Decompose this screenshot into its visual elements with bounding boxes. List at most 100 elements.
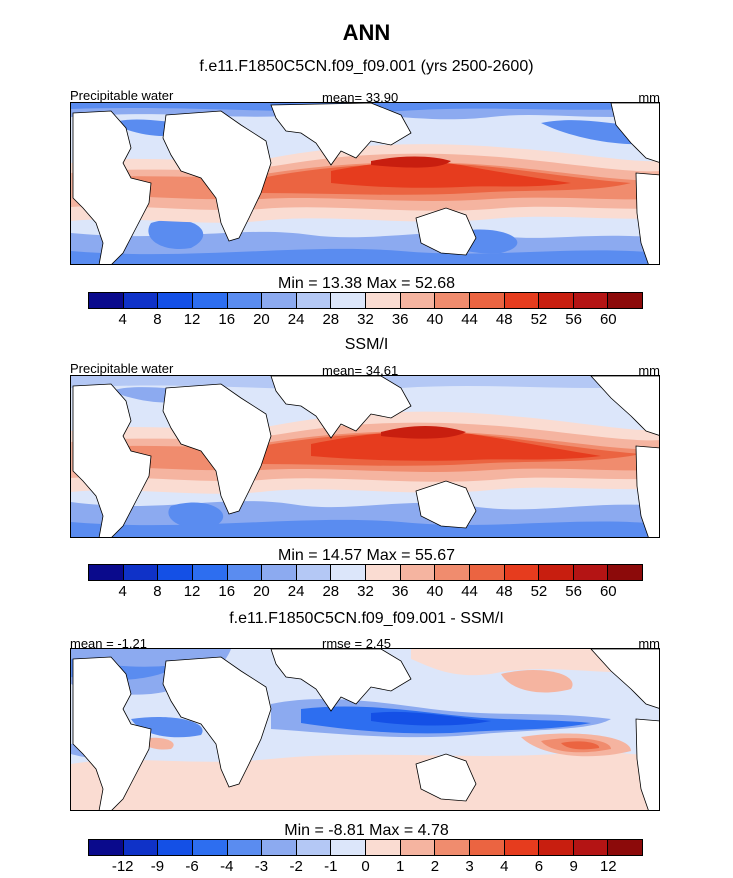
panel-2-colorbar-tick-label: 24	[287, 583, 305, 600]
panel-2-colorbar-swatch	[504, 565, 540, 580]
panel-3-colorbar-swatch	[262, 840, 297, 855]
panel-2-colorbar-tick-label: 8	[153, 583, 162, 600]
panel-3-mean-label: mean = -1.21	[70, 636, 147, 651]
panel-3-colorbar-swatch	[400, 840, 436, 855]
panel-1-stats: Min = 13.38 Max = 52.68	[278, 275, 455, 292]
panel-3-map	[70, 648, 660, 811]
panel-1-colorbar-tick-label: 8	[153, 311, 162, 328]
panel-1-colorbar-tick-label: 20	[253, 311, 270, 328]
panel-2-colorbar-swatch	[435, 565, 470, 580]
panel-3-colorbar-swatch	[296, 840, 332, 855]
panel-1-colorbar	[88, 292, 643, 309]
panel-3-map-svg	[71, 649, 659, 810]
panel-2-colorbar-tick-label: 4	[118, 583, 127, 600]
panel-3-colorbar-tick-label: -3	[254, 858, 269, 875]
panel-1-colorbar-swatch	[227, 293, 263, 308]
panel-1-colorbar-tick-label: 48	[495, 311, 513, 328]
panel-2-colorbar-swatch	[262, 565, 297, 580]
panel-1-colorbar-swatch	[366, 293, 401, 308]
panel-1-variable-label: Precipitable water	[70, 88, 174, 103]
panel-1-colorbar-swatch	[608, 293, 642, 308]
panel-2-stats: Min = 14.57 Max = 55.67	[278, 547, 455, 564]
panel-3-colorbar-ticks: -12 -9 -6 -4 -3 -2 -1 0 1 2 3 4 6 9 12	[88, 858, 643, 876]
panel-2-header: SSM/I	[344, 336, 389, 353]
figure-title: ANN	[342, 20, 391, 45]
panel-2-map-svg	[71, 376, 659, 537]
panel-1-colorbar-tick-label: 60	[599, 311, 617, 328]
panel-3-colorbar-swatch	[469, 840, 505, 855]
panel-1-mean-label: mean= 33.90	[322, 90, 399, 105]
panel-2-colorbar-tick-label: 20	[253, 583, 270, 600]
panel-1-colorbar-swatch	[435, 293, 470, 308]
panel-3-colorbar-tick-label: 3	[465, 858, 474, 875]
panel-3-colorbar-tick-label: -2	[289, 858, 303, 875]
panel-1-header: f.e11.F1850C5CN.f09_f09.001 (yrs 2500-26…	[199, 58, 534, 75]
panel-3-colorbar-tick-label: 2	[430, 858, 440, 875]
panel-2-colorbar-ticks: 4 8 12 16 20 24 28 32 36 40 44 48 52 56 60	[88, 583, 643, 601]
panel-1-colorbar-tick-label: 32	[357, 311, 374, 328]
panel-2-units: mm	[638, 363, 660, 378]
panel-3-colorbar-tick-label: 9	[569, 858, 578, 875]
panel-2-colorbar-tick-label: 56	[565, 583, 582, 600]
panel-3-header: f.e11.F1850C5CN.f09_f09.001 - SSM/I	[229, 610, 504, 627]
panel-1-colorbar-tick-label: 4	[118, 311, 127, 328]
panel-2-variable-label: Precipitable water	[70, 361, 174, 376]
panel-3-colorbar-swatch	[192, 840, 228, 855]
panel-2-colorbar-swatch	[608, 565, 642, 580]
panel-3-colorbar-swatch	[504, 840, 540, 855]
panel-2-map	[70, 375, 660, 538]
panel-2-colorbar-swatch	[400, 565, 436, 580]
panel-2-mean-label: mean= 34.61	[322, 363, 399, 378]
panel-1-colorbar-tick-label: 40	[426, 311, 444, 328]
panel-2-colorbar-tick-label: 44	[461, 583, 478, 600]
panel-2-colorbar-swatch	[331, 565, 366, 580]
panel-1-colorbar-tick-label: 24	[287, 311, 305, 328]
panel-1-colorbar-swatch	[331, 293, 366, 308]
panel-3-colorbar-tick-label: 1	[396, 858, 405, 875]
panel-2-colorbar-tick-label: 48	[495, 583, 513, 600]
panel-2-colorbar-swatch	[539, 565, 574, 580]
panel-3-colorbar-swatch	[539, 840, 574, 855]
panel-2-colorbar-swatch	[366, 565, 401, 580]
panel-1-colorbar-swatch	[89, 293, 124, 308]
panel-1-colorbar-swatch	[573, 293, 609, 308]
panel-3-colorbar-tick-label: -9	[150, 858, 165, 875]
panel-3-colorbar	[88, 839, 643, 856]
panel-3-colorbar-swatch	[608, 840, 642, 855]
panel-2-colorbar-tick-label: 60	[599, 583, 617, 600]
panel-1-colorbar-swatch	[469, 293, 505, 308]
panel-1-colorbar-tick-label: 52	[530, 311, 548, 328]
panel-3-colorbar-tick-label: 12	[599, 858, 617, 875]
panel-2-colorbar-tick-label: 16	[218, 583, 236, 600]
panel-2-colorbar-swatch	[296, 565, 332, 580]
panel-2-colorbar-swatch	[192, 565, 228, 580]
panel-3-colorbar-swatch	[366, 840, 401, 855]
panel-3-colorbar-tick-label: -12	[111, 858, 134, 875]
panel-2-colorbar-swatch	[227, 565, 263, 580]
panel-2-colorbar-tick-label: 36	[391, 583, 409, 600]
panel-2-colorbar-tick-label: 52	[530, 583, 548, 600]
panel-1-map	[70, 102, 660, 265]
panel-1-colorbar-swatch	[123, 293, 159, 308]
panel-3-colorbar-swatch	[331, 840, 366, 855]
panel-3-colorbar-tick-label: -1	[324, 858, 338, 875]
panel-2-colorbar-swatch	[469, 565, 505, 580]
panel-2-colorbar-swatch	[123, 565, 159, 580]
panel-2-colorbar-swatch	[573, 565, 609, 580]
panel-1-map-svg	[71, 103, 659, 264]
panel-2-colorbar-tick-label: 40	[426, 583, 444, 600]
panel-1-colorbar-tick-label: 28	[322, 311, 340, 328]
panel-1-colorbar-swatch	[262, 293, 297, 308]
panel-3-colorbar-tick-label: 0	[361, 858, 370, 875]
panel-1-colorbar-swatch	[296, 293, 332, 308]
panel-3-colorbar-tick-label: -6	[185, 858, 199, 875]
panel-1-colorbar-tick-label: 16	[218, 311, 236, 328]
panel-3-stats: Min = -8.81 Max = 4.78	[284, 822, 449, 839]
panel-3-colorbar-swatch	[573, 840, 609, 855]
panel-1-colorbar-tick-label: 12	[183, 311, 201, 328]
panel-3-colorbar-tick-label: 4	[500, 858, 509, 875]
panel-2-colorbar	[88, 564, 643, 581]
panel-3-colorbar-swatch	[435, 840, 470, 855]
panel-3-colorbar-tick-label: 6	[534, 858, 544, 875]
panel-1-colorbar-ticks: 4 8 12 16 20 24 28 32 36 40 44 48 52 56 60	[88, 311, 643, 329]
